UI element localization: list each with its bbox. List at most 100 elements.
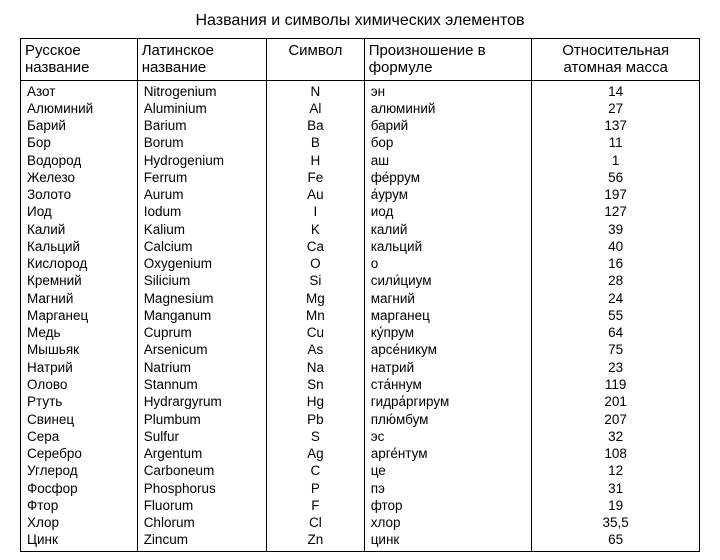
cell-value: F <box>273 497 358 514</box>
cell-value: Иод <box>27 203 131 220</box>
cell-value: Au <box>273 186 358 203</box>
cell-value: Барий <box>27 117 131 134</box>
cell-value: фе́ррум <box>371 169 526 186</box>
cell-value: Ferrum <box>144 169 260 186</box>
cell-value: Марганец <box>27 307 131 324</box>
cell-value: 127 <box>538 203 693 220</box>
cell-value: 108 <box>538 445 693 462</box>
cell-value: Железо <box>27 169 131 186</box>
cell-value: калий <box>371 221 526 238</box>
cell-value: Borum <box>144 134 260 151</box>
cell-value: хлор <box>371 514 526 531</box>
cell-value: 24 <box>538 290 693 307</box>
cell-value: 19 <box>538 497 693 514</box>
cell-value: B <box>273 134 358 151</box>
page-title: Названия и символы химических элементов <box>20 12 700 30</box>
cell-value: эс <box>371 428 526 445</box>
cell-value: K <box>273 221 358 238</box>
cell-value: Plumbum <box>144 411 260 428</box>
cell-pronunciation: эналюминийбарийборашфе́ррума́урумиодкали… <box>364 80 532 551</box>
cell-value: Mn <box>273 307 358 324</box>
cell-value: Cl <box>273 514 358 531</box>
cell-value: Zn <box>273 531 358 548</box>
cell-value: Фосфор <box>27 480 131 497</box>
cell-value: 64 <box>538 324 693 341</box>
cell-value: Алюминий <box>27 100 131 117</box>
cell-value: Sulfur <box>144 428 260 445</box>
cell-value: Aluminium <box>144 100 260 117</box>
cell-latin: NitrogeniumAluminiumBariumBorumHydrogeni… <box>137 80 266 551</box>
cell-value: I <box>273 203 358 220</box>
cell-value: 65 <box>538 531 693 548</box>
cell-value: Кальций <box>27 238 131 255</box>
cell-value: бор <box>371 134 526 151</box>
cell-value: Kalium <box>144 221 260 238</box>
cell-value: 27 <box>538 100 693 117</box>
cell-value: 32 <box>538 428 693 445</box>
cell-value: сили́циум <box>371 272 526 289</box>
cell-value: ста́ннум <box>371 376 526 393</box>
cell-value: 16 <box>538 255 693 272</box>
cell-value: 197 <box>538 186 693 203</box>
cell-value: As <box>273 341 358 358</box>
cell-value: Calcium <box>144 238 260 255</box>
cell-symbol: NAlBaBHFeAuIKCaOSiMgMnCuAsNaSnHgPbSAgCPF… <box>267 80 365 551</box>
cell-value: Na <box>273 359 358 376</box>
table-body: АзотАлюминийБарийБорВодородЖелезоЗолотоИ… <box>21 80 700 551</box>
col-header-symbol: Символ <box>267 39 365 81</box>
cell-value: Мышьяк <box>27 341 131 358</box>
cell-value: 11 <box>538 134 693 151</box>
cell-value: Кремний <box>27 272 131 289</box>
cell-value: Ag <box>273 445 358 462</box>
cell-value: магний <box>371 290 526 307</box>
cell-value: Cuprum <box>144 324 260 341</box>
cell-value: Pb <box>273 411 358 428</box>
cell-value: Ca <box>273 238 358 255</box>
table-row: АзотАлюминийБарийБорВодородЖелезоЗолотоИ… <box>21 80 700 551</box>
cell-value: Magnesium <box>144 290 260 307</box>
cell-value: це <box>371 462 526 479</box>
cell-value: 119 <box>538 376 693 393</box>
cell-value: Hg <box>273 393 358 410</box>
cell-value: Сера <box>27 428 131 445</box>
col-header-pronunciation: Произношение в формуле <box>364 39 532 81</box>
cell-value: Цинк <box>27 531 131 548</box>
cell-value: Калий <box>27 221 131 238</box>
cell-value: 35,5 <box>538 514 693 531</box>
cell-value: кальций <box>371 238 526 255</box>
cell-value: цинк <box>371 531 526 548</box>
cell-value: Arsenicum <box>144 341 260 358</box>
cell-value: Магний <box>27 290 131 307</box>
cell-value: Золото <box>27 186 131 203</box>
cell-value: Серебро <box>27 445 131 462</box>
cell-value: 14 <box>538 83 693 100</box>
cell-value: Argentum <box>144 445 260 462</box>
cell-russian: АзотАлюминийБарийБорВодородЖелезоЗолотоИ… <box>21 80 138 551</box>
cell-value: Натрий <box>27 359 131 376</box>
cell-value: O <box>273 255 358 272</box>
cell-value: 207 <box>538 411 693 428</box>
cell-value: Медь <box>27 324 131 341</box>
cell-value: Свинец <box>27 411 131 428</box>
cell-value: 137 <box>538 117 693 134</box>
cell-value: 75 <box>538 341 693 358</box>
cell-value: 56 <box>538 169 693 186</box>
table-header-row: Русское название Латинское название Симв… <box>21 39 700 81</box>
cell-value: натрий <box>371 359 526 376</box>
cell-value: ку́прум <box>371 324 526 341</box>
cell-value: N <box>273 83 358 100</box>
cell-value: Silicium <box>144 272 260 289</box>
cell-value: Hydrogenium <box>144 152 260 169</box>
cell-value: 39 <box>538 221 693 238</box>
cell-value: Aurum <box>144 186 260 203</box>
cell-value: эн <box>371 83 526 100</box>
cell-value: марганец <box>371 307 526 324</box>
cell-value: Водород <box>27 152 131 169</box>
cell-value: арсе́никум <box>371 341 526 358</box>
cell-value: P <box>273 480 358 497</box>
cell-value: Sn <box>273 376 358 393</box>
cell-value: Si <box>273 272 358 289</box>
cell-value: H <box>273 152 358 169</box>
cell-value: Carboneum <box>144 462 260 479</box>
col-header-latin: Латинское название <box>137 39 266 81</box>
